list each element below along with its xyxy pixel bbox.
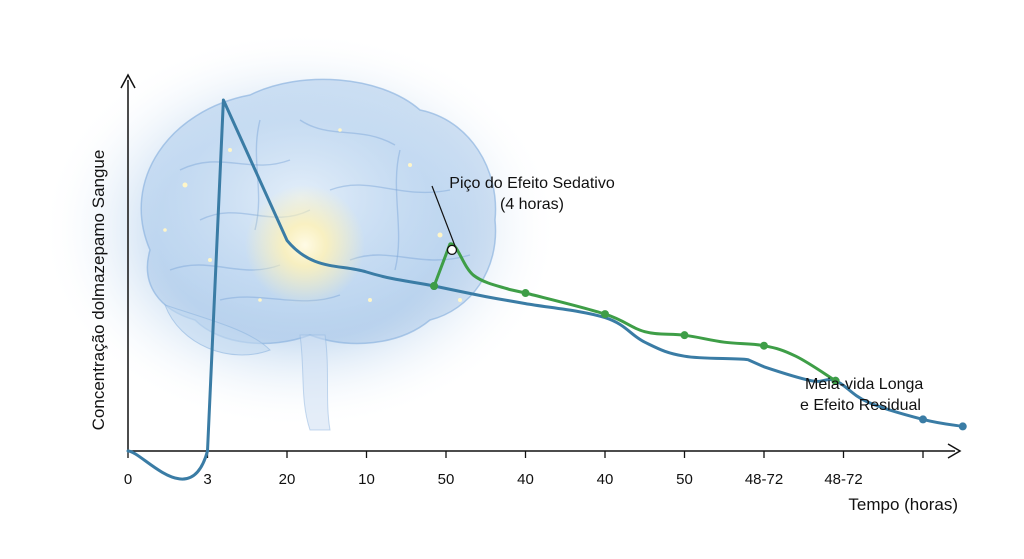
series-layer: [126, 98, 967, 481]
peak-marker: [446, 244, 458, 256]
peak-annotation-line: Piço do Efeito Sedativo: [449, 175, 615, 192]
axes: [120, 73, 962, 459]
series-line-0: [126, 98, 965, 481]
x-tick-label: 50: [438, 471, 455, 488]
brain-stem: [299, 334, 331, 431]
x-tick-label: 40: [597, 471, 614, 488]
series-point-1: [601, 310, 609, 319]
series-point-1: [430, 282, 439, 291]
series-point-0: [919, 415, 927, 424]
peak-annotation-line: (4 horas): [500, 196, 564, 213]
peak-annotation: Piço do Efeito Sedativo (4 horas): [449, 175, 615, 213]
x-tick-label: 50: [676, 471, 693, 488]
x-tick-label: 3: [203, 471, 211, 488]
brain-core-glow: [245, 185, 365, 305]
series-point-0: [958, 422, 967, 431]
series-point-1: [521, 289, 530, 298]
series-point-1: [760, 341, 768, 350]
annotations-layer: Piço do Efeito Sedativo (4 horas) Meia-vid…: [431, 175, 923, 414]
brain-cerebellum: [164, 304, 271, 356]
x-tick-label: 48-72: [824, 471, 862, 488]
peak-leader-line: [431, 185, 456, 247]
x-axis-title: Tempo (horas): [848, 495, 958, 514]
series-point-1: [831, 376, 840, 385]
x-axis-arrow: [947, 443, 962, 459]
x-tick-label: 20: [279, 471, 296, 488]
brain-illustration: [40, 30, 560, 431]
x-tick-label: 10: [358, 471, 375, 488]
x-tick-label: 48-72: [745, 471, 783, 488]
x-tick-label: 40: [517, 471, 534, 488]
series-point-1: [680, 331, 689, 340]
residual-annotation-line: Meia-vida Longa: [805, 376, 923, 393]
residual-annotation-line: e Efeito Residual: [800, 397, 921, 414]
residual-annotation: Meia-vida Longa e Efeito Residual: [800, 376, 923, 414]
series-line-1: [432, 242, 838, 383]
brain-sparkles: [163, 128, 462, 302]
y-axis-arrow: [120, 73, 136, 89]
x-tick-label: 0: [124, 471, 132, 488]
x-ticks: 0 3 20 10 50 40 40 50 48-72 48-72: [124, 451, 924, 488]
y-axis-title: Concentração dolmazepamo Sangue: [89, 150, 108, 431]
